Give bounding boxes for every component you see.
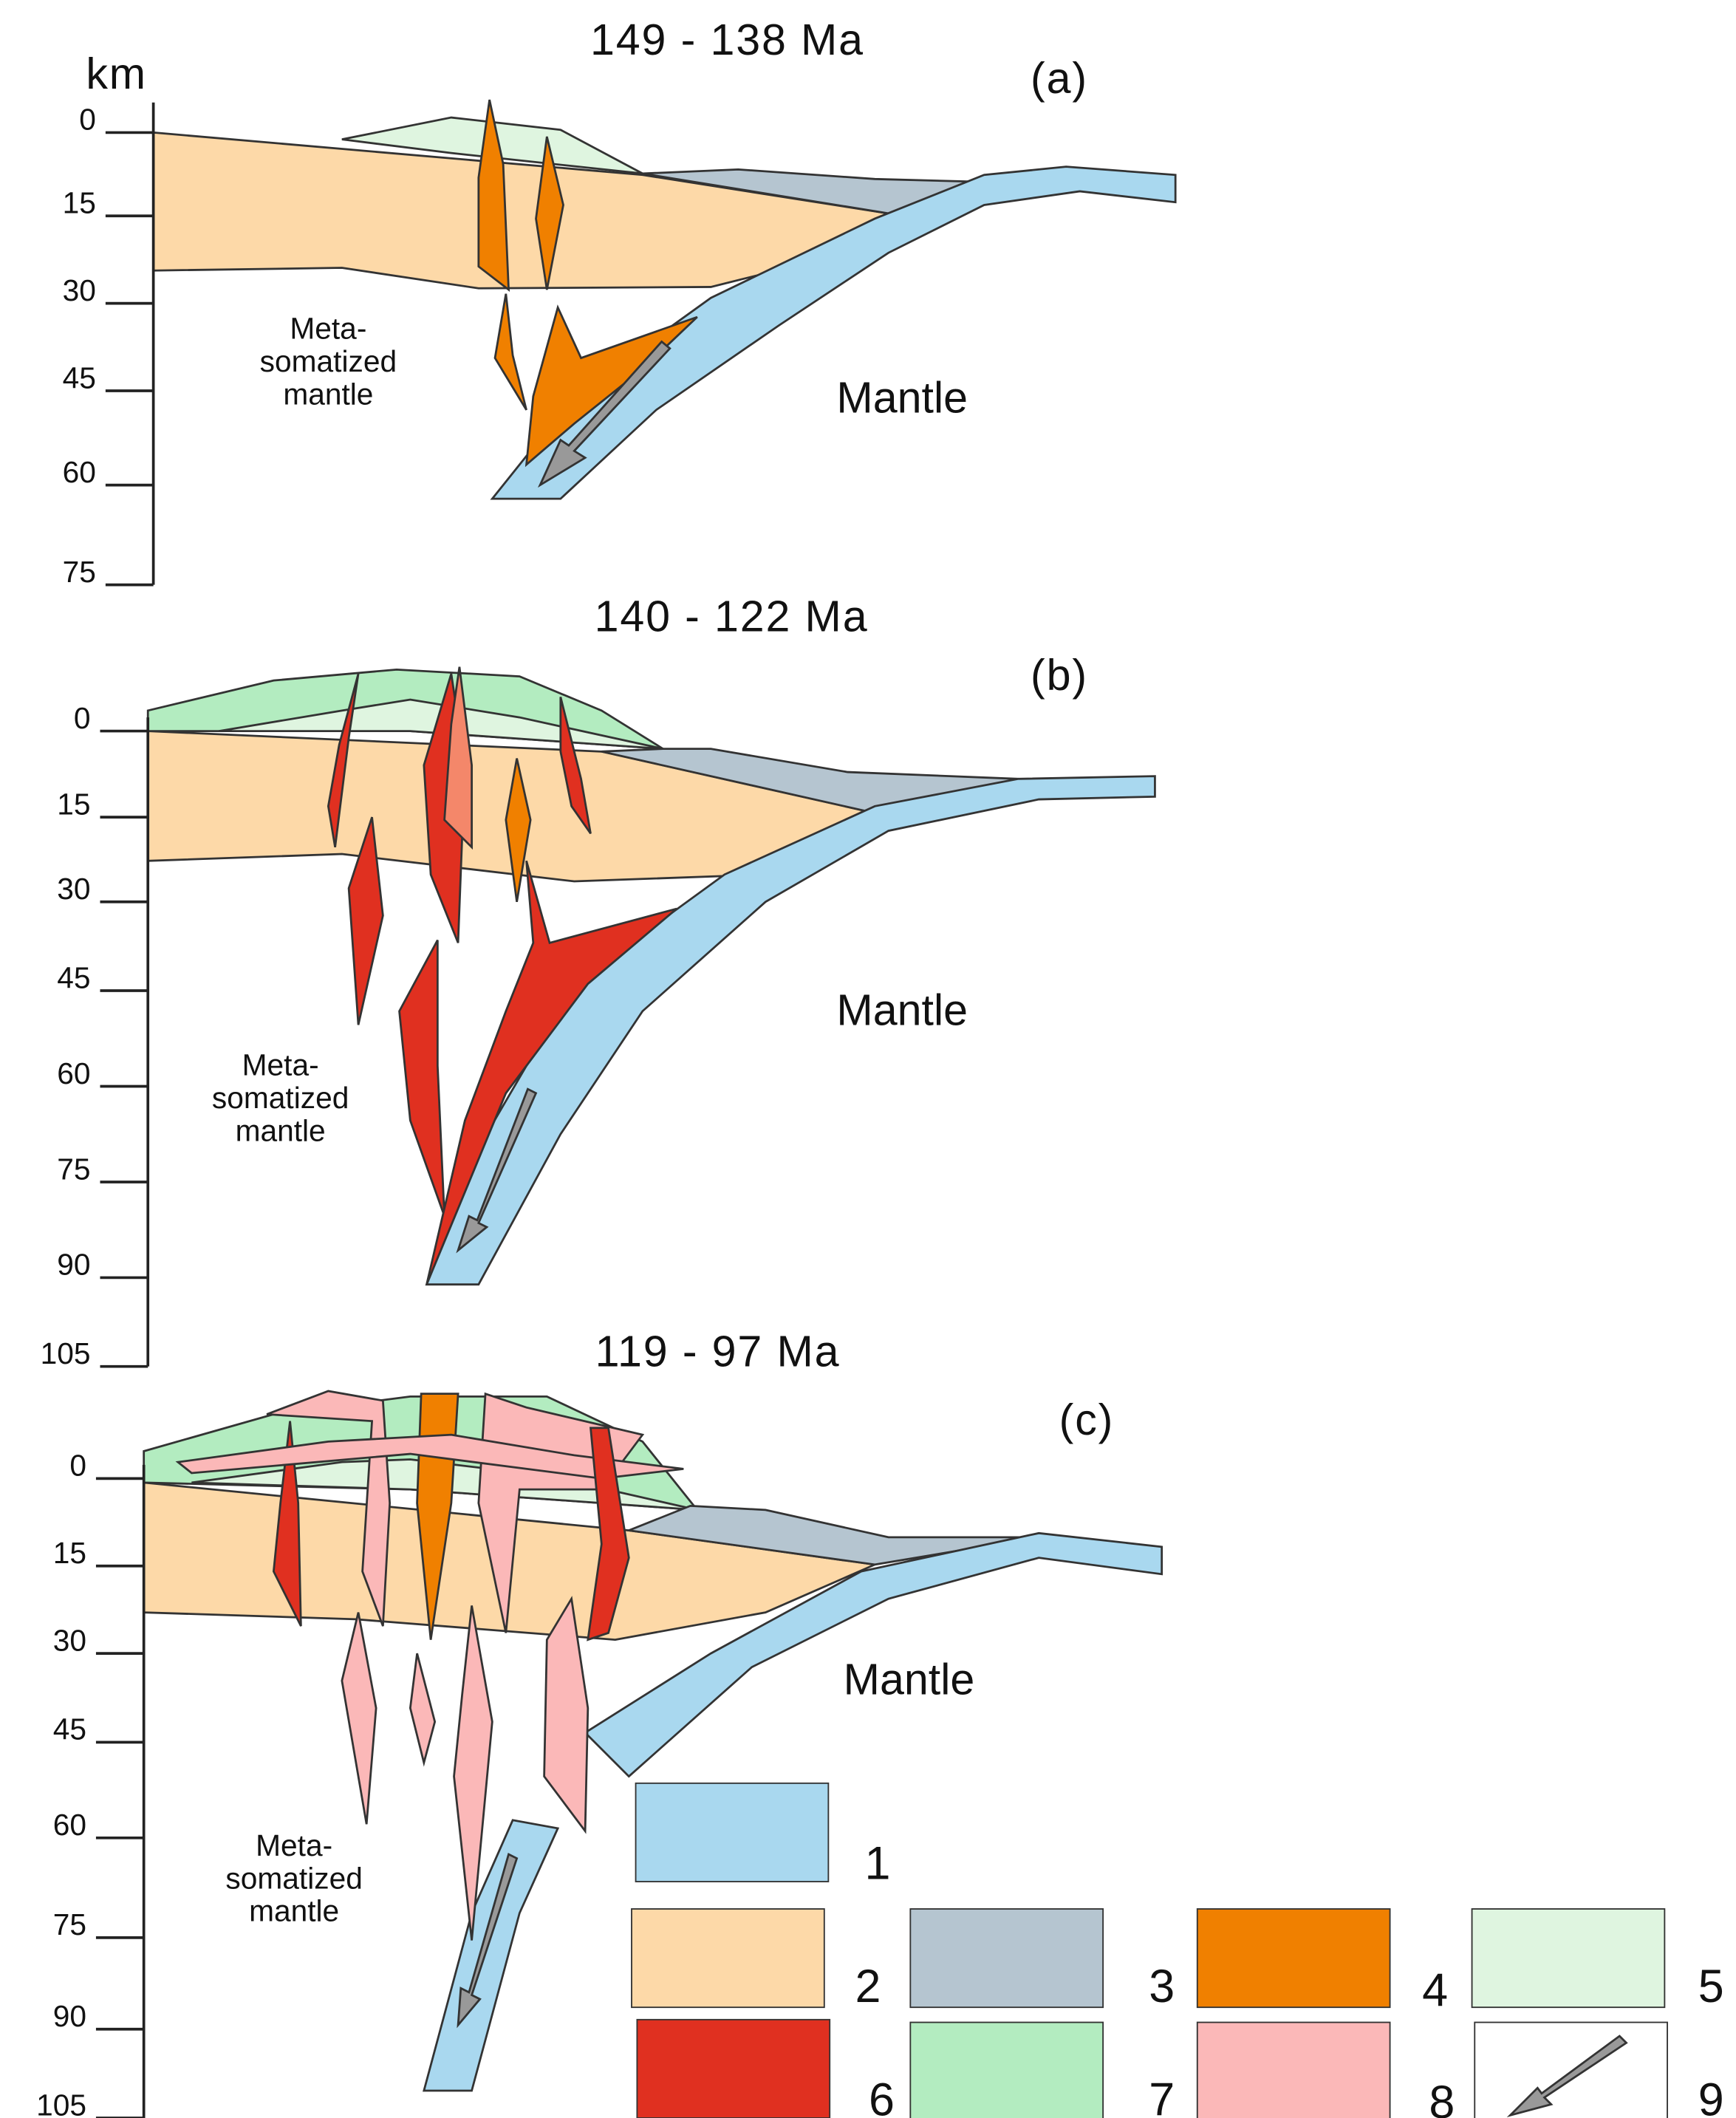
depth-label: 0 bbox=[74, 701, 91, 735]
dike bbox=[543, 1596, 590, 1834]
annotation: Meta- bbox=[256, 1828, 332, 1862]
depth-label: 105 bbox=[41, 1336, 91, 1370]
annotation: somatized bbox=[260, 344, 397, 378]
legend-number: 6 bbox=[869, 2074, 895, 2118]
legend-number: 4 bbox=[1422, 1964, 1448, 2016]
dike bbox=[409, 1653, 437, 1767]
arrow bbox=[537, 340, 671, 488]
legend-number: 9 bbox=[1698, 2074, 1724, 2118]
depth-label: 60 bbox=[63, 455, 96, 489]
depth-label: 75 bbox=[57, 1152, 90, 1186]
dike bbox=[272, 1421, 302, 1627]
dike bbox=[341, 1612, 377, 1825]
depth-label: 15 bbox=[57, 787, 90, 821]
legend-swatch bbox=[909, 2021, 1104, 2118]
legend-swatch bbox=[1471, 1908, 1666, 2009]
unit: km bbox=[86, 49, 147, 98]
annotation: mantle bbox=[249, 1894, 339, 1928]
dike bbox=[398, 939, 445, 1217]
panel-c bbox=[143, 1390, 1163, 2092]
annotation: mantle bbox=[236, 1113, 326, 1147]
annotation: Meta- bbox=[290, 312, 366, 346]
dike bbox=[587, 1427, 630, 1642]
legend-swatch bbox=[631, 1908, 825, 2009]
arrow bbox=[457, 1853, 519, 2029]
depth-label: 75 bbox=[53, 1907, 86, 1941]
depth-label: 15 bbox=[53, 1536, 86, 1570]
slab bbox=[423, 1819, 560, 2092]
depth-label: 45 bbox=[57, 960, 90, 994]
legend-number: 8 bbox=[1429, 2077, 1455, 2118]
legend-swatch bbox=[1196, 1908, 1391, 2009]
legend-number: 2 bbox=[855, 1961, 881, 2012]
depth-label: 30 bbox=[53, 1623, 86, 1657]
legend-swatch bbox=[1196, 2021, 1391, 2118]
annotation: Mantle bbox=[836, 373, 968, 423]
depth-label: 75 bbox=[63, 555, 96, 589]
depth-label: 30 bbox=[63, 273, 96, 307]
depth-label: 60 bbox=[57, 1056, 90, 1090]
legend-swatch bbox=[636, 2018, 831, 2118]
slab bbox=[583, 1531, 1163, 1778]
dike bbox=[426, 860, 677, 1285]
legend-swatch bbox=[635, 1782, 830, 1882]
annotation: mantle bbox=[283, 378, 373, 411]
panel-a bbox=[152, 99, 1177, 500]
depth-label: 90 bbox=[53, 1999, 86, 2033]
legend-number: 3 bbox=[1149, 1961, 1175, 2012]
annotation: somatized bbox=[225, 1861, 362, 1895]
annotation: Mantle bbox=[844, 1655, 975, 1704]
legend-number: 7 bbox=[1149, 2074, 1175, 2118]
depth-label: 105 bbox=[36, 2088, 86, 2118]
dike bbox=[477, 99, 510, 293]
dike bbox=[559, 696, 592, 835]
arrow bbox=[456, 1087, 538, 1254]
panel-title: 119 - 97 Ma bbox=[595, 1327, 841, 1376]
legend-number: 1 bbox=[864, 1837, 890, 1889]
dike bbox=[443, 666, 473, 850]
depth-label: 30 bbox=[57, 872, 90, 906]
depth-label: 15 bbox=[63, 186, 96, 220]
dike bbox=[524, 304, 698, 468]
depth-label: 45 bbox=[63, 361, 96, 394]
depth-label: 0 bbox=[69, 1449, 86, 1483]
legend bbox=[631, 1782, 1668, 2118]
panel-b bbox=[146, 666, 1156, 1286]
annotation: somatized bbox=[212, 1081, 349, 1115]
annotation: Mantle bbox=[836, 985, 968, 1034]
depth-label: 45 bbox=[53, 1712, 86, 1746]
legend-number: 5 bbox=[1698, 1961, 1724, 2012]
dike bbox=[535, 136, 564, 290]
sill bbox=[175, 1433, 684, 1480]
arrow bbox=[1506, 2035, 1628, 2117]
annotation: Meta- bbox=[242, 1048, 319, 1082]
legend-swatch bbox=[909, 1908, 1104, 2009]
dike bbox=[453, 1605, 493, 1941]
depth-label: 0 bbox=[79, 103, 96, 137]
depth-label: 60 bbox=[53, 1808, 86, 1842]
depth-label: 90 bbox=[57, 1248, 90, 1282]
dike bbox=[347, 816, 384, 1025]
panel-title: 149 - 138 Ma bbox=[590, 15, 864, 64]
panel-label: (b) bbox=[1031, 650, 1088, 700]
wedge bbox=[642, 168, 978, 216]
panel-label: (c) bbox=[1059, 1395, 1115, 1444]
legend-swatch bbox=[1474, 2021, 1668, 2118]
panel-title: 140 - 122 Ma bbox=[595, 592, 869, 641]
dike bbox=[327, 673, 360, 848]
panel-label: (a) bbox=[1031, 53, 1088, 103]
dike bbox=[505, 758, 532, 903]
dike bbox=[493, 293, 527, 411]
